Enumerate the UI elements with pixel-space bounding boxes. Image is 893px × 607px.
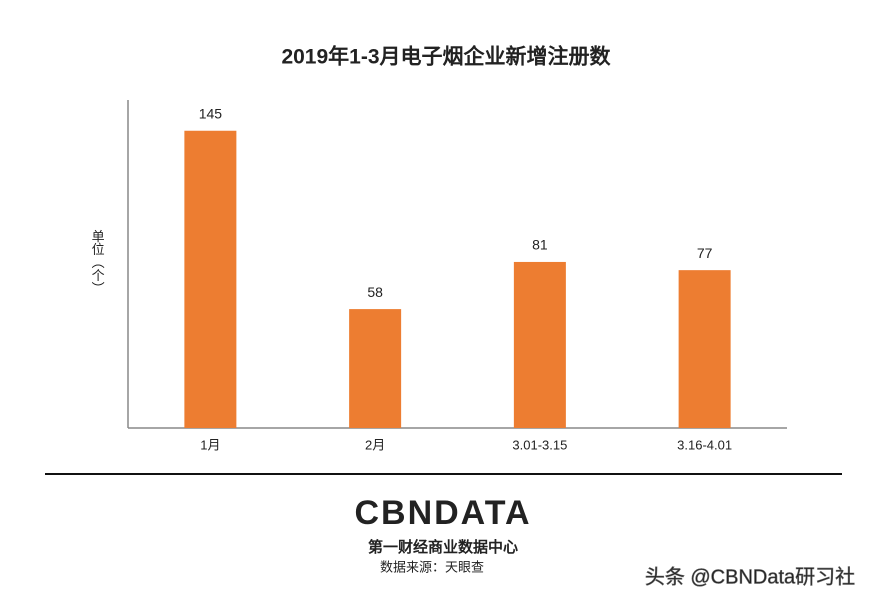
x-tick-label: 1月: [200, 437, 220, 452]
data-label: 77: [697, 245, 713, 261]
x-tick-label: 2月: [365, 437, 385, 452]
logo: CBNDATA: [354, 494, 531, 532]
y-axis-label: 单位（个）: [90, 230, 105, 295]
data-label: 58: [367, 284, 383, 300]
bar: [513, 261, 566, 428]
chart-title: 2019年1-3月电子烟企业新增注册数: [281, 45, 611, 69]
x-tick-label: 3.16-4.01: [677, 437, 732, 452]
bar: [678, 270, 731, 428]
org-name: 第一财经商业数据中心: [368, 538, 518, 556]
data-label: 81: [532, 237, 548, 253]
bar: [349, 309, 402, 428]
source: 数据来源：天眼查: [380, 559, 484, 574]
x-tick-label: 3.01-3.15: [512, 437, 567, 452]
watermark: 头条 @CBNData研习社: [645, 565, 855, 588]
bar: [184, 130, 237, 428]
data-label: 145: [199, 105, 223, 121]
